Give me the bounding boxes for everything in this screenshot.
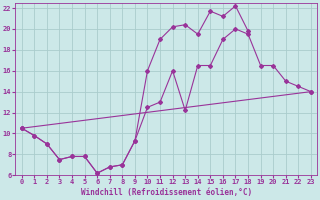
X-axis label: Windchill (Refroidissement éolien,°C): Windchill (Refroidissement éolien,°C) [81, 188, 252, 197]
